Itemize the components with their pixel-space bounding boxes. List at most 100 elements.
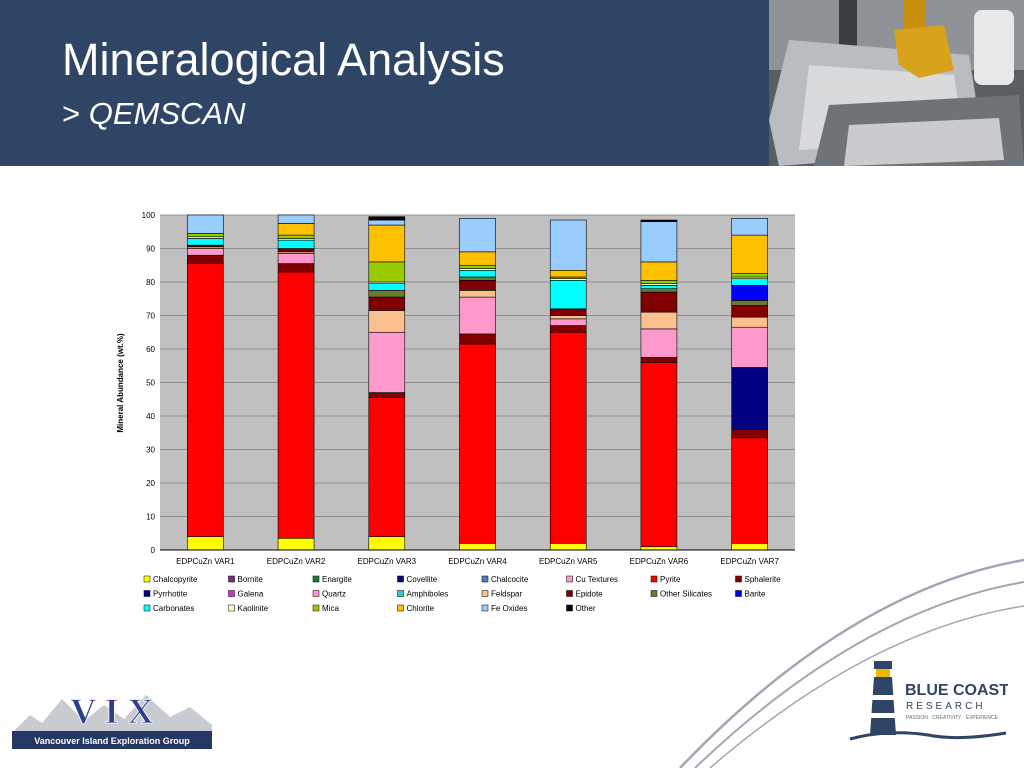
bar-segment [640,280,678,284]
legend-label: Covellite [407,575,438,584]
footer-curve [709,605,1024,768]
vix-caption: Vancouver Island Exploration Group [34,736,190,746]
legend-swatch [397,590,404,597]
bar-segment [368,397,406,537]
bar-segment [368,283,406,291]
y-tick-label: 80 [146,278,155,287]
legend-label: Chlorite [407,604,435,613]
bcr-sub: RESEARCH [906,701,986,712]
page-subtitle: > QEMSCAN [62,96,245,132]
legend-label: Sphalerite [745,575,782,584]
subtitle-prefix: > [62,96,89,131]
photo-bottle [974,10,1014,85]
bar-segment [277,234,315,239]
bar-segment [277,253,315,264]
legend-swatch [143,575,151,583]
legend-label: Feldspar [491,590,522,599]
legend-label: Pyrite [660,575,681,584]
y-tick-label: 20 [146,479,155,488]
legend-swatch [481,604,489,612]
bar-segment [731,429,768,439]
page-title: Mineralogical Analysis [62,34,505,85]
bar-segment [459,218,496,253]
bar-segment [731,316,768,328]
lighthouse-icon [849,661,1007,741]
bar-segment [459,276,496,281]
y-axis-title: Mineral Abundance (wt.%) [116,333,125,433]
bar-segment [368,261,406,283]
legend: Chalcopyrite Bornite Enargite Covellite Chal… [143,575,782,613]
bcr-tagline: PASSION · CREATIVITY · EXPERIENCE [906,715,999,721]
bar-segment [731,234,768,274]
legend-label: Carbonates [153,604,194,613]
photo-slurry [844,118,1004,166]
bar-segment [187,254,224,264]
bar-segment [459,296,496,335]
legend-label: Epidote [576,590,604,599]
legend-swatch [650,575,658,583]
legend-swatch [735,590,742,597]
footer-curve [679,558,1024,768]
bar-segment [277,263,315,273]
bar-segment [277,271,315,539]
bcr-name: BLUE COAST [905,682,1008,699]
legend-swatch [228,604,235,612]
bar-segment [640,311,678,330]
bar-segment [459,264,496,269]
legend-label: Quartz [322,590,346,599]
y-tick-label: 10 [146,513,155,522]
bar-segment [368,216,406,221]
bar-segment [640,291,678,313]
bar-segment [549,269,587,278]
legend-label: Pyrrhotite [153,590,188,599]
y-axis-ticks: 0 10 20 30 40 50 60 70 80 90 100 [142,211,156,555]
x-category-label: EDPCuZn VAR1 [176,557,235,566]
vix-caption-bar [12,731,212,749]
bar-segment [549,219,587,271]
footer-decoration [679,558,1024,768]
legend-label: Other [576,604,596,613]
legend-label: Other Silicates [660,590,712,599]
legend-label: Bornite [238,575,264,584]
legend-label: Chalcocite [491,575,529,584]
x-category-label: EDPCuZn VAR4 [448,557,507,566]
legend-swatch [228,590,235,597]
x-category-label: EDPCuZn VAR3 [358,557,417,566]
legend-label: Kaolinite [238,604,269,613]
bar-segment [640,285,678,289]
bar-segment [368,310,406,333]
bar-segment [640,357,678,363]
x-category-label: EDPCuZn VAR2 [267,557,326,566]
y-tick-label: 90 [146,245,155,254]
vix-mountains [12,695,212,733]
y-tick-label: 70 [146,312,155,321]
bar-segment [640,288,678,293]
legend-swatch [650,590,658,597]
legend-swatch [397,575,404,583]
y-tick-label: 100 [142,211,156,220]
bar-segment [187,248,224,256]
bar-segment [549,280,587,310]
bar-segment [731,278,768,286]
bar-segment [731,326,768,368]
legend-swatch [566,590,573,597]
bar-segment [459,333,496,345]
legend-swatch [566,575,573,583]
bar-segment [368,392,406,398]
y-tick-label: 30 [146,446,155,455]
photo-scoop-blade [894,25,954,78]
bar-segment [731,218,768,236]
y-tick-label: 40 [146,412,155,421]
bar-segment [731,285,768,301]
legend-swatch [143,604,151,612]
legend-swatch [228,575,235,583]
y-tick-label: 60 [146,345,155,354]
bar-segment [459,343,496,544]
bar-segment [368,224,406,263]
bar-segment [549,315,587,320]
bar-segment [731,367,768,430]
bar-segment [731,437,768,544]
legend-swatch [312,590,320,597]
legend-swatch [397,604,404,612]
bar-segment [459,251,496,266]
